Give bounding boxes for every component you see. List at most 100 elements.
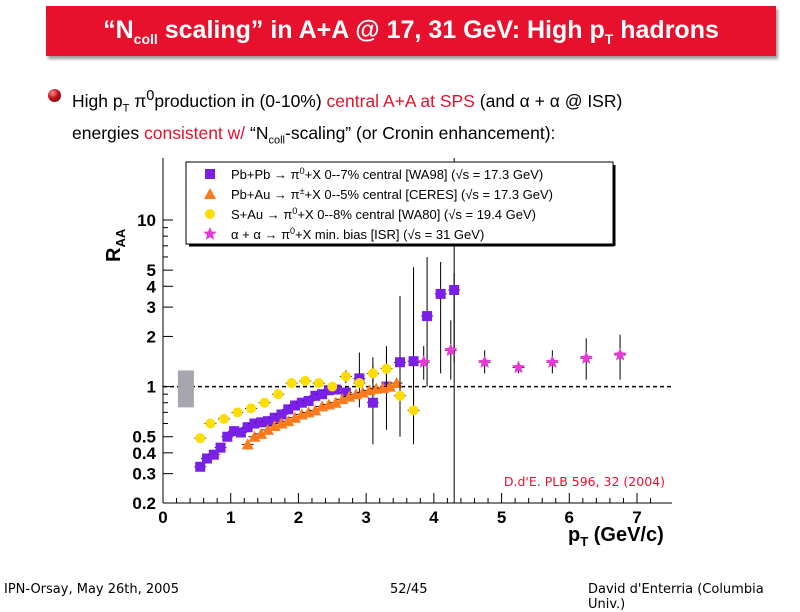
- x-tick-label: 6: [565, 508, 574, 527]
- y-tick-label: 2: [147, 327, 156, 346]
- data-point-triangle: [282, 415, 295, 427]
- x-tick-label: 0: [158, 508, 167, 527]
- data-point-triangle: [383, 380, 396, 392]
- data-point-circle: [354, 378, 365, 389]
- data-point-square: [395, 357, 405, 368]
- data-point-square: [296, 397, 307, 408]
- y-axis-label: RAA: [103, 228, 128, 262]
- data-point-square: [290, 400, 301, 411]
- data-point-circle: [273, 389, 284, 400]
- data-point-star: [613, 347, 627, 361]
- data-point-square: [256, 417, 267, 428]
- data-point-square: [283, 404, 294, 415]
- y-tick-label: 0.3: [132, 465, 156, 484]
- data-point-star: [511, 360, 526, 374]
- data-point-square: [340, 387, 351, 398]
- legend-entry: Pb+Pb → π0+X 0--7% central [WA98] (√s = …: [231, 166, 543, 182]
- data-point-square: [422, 311, 433, 322]
- data-point-square: [262, 416, 273, 427]
- slide-title: “Ncoll scaling” in A+A @ 17, 31 GeV: Hig…: [103, 15, 719, 47]
- y-tick-label: 0.4: [132, 444, 156, 463]
- data-point-square: [242, 422, 253, 433]
- data-point-square: [235, 427, 246, 438]
- y-tick-label: 5: [147, 261, 156, 280]
- highlight-consistent: consistent w/: [144, 123, 246, 144]
- x-tick-label: 1: [226, 508, 235, 527]
- x-tick-label: 3: [361, 508, 370, 527]
- x-tick-label: 4: [429, 508, 439, 527]
- data-point-circle: [218, 413, 229, 424]
- legend-marker-circle: [205, 209, 215, 219]
- x-tick-label: 7: [632, 508, 641, 527]
- legend-marker-star: [203, 227, 217, 240]
- data-point-square: [435, 288, 446, 299]
- data-point-square: [317, 389, 328, 400]
- y-tick-label: 4: [147, 277, 157, 296]
- data-point-circle: [246, 403, 257, 414]
- footer-venue: IPN-Orsay, May 26th, 2005: [4, 582, 179, 597]
- y-tick-label: 0.2: [132, 494, 156, 513]
- data-point-star: [478, 355, 492, 368]
- data-point-circle: [232, 407, 243, 418]
- y-tick-label: 0.5: [132, 428, 156, 447]
- x-tick-label: 2: [294, 508, 303, 527]
- data-point-circle: [381, 363, 392, 374]
- data-point-circle: [340, 371, 351, 382]
- data-point-star: [417, 355, 431, 368]
- chart-annotation: D.d'E. PLB 596, 32 (2004): [504, 474, 665, 489]
- y-tick-label: 1: [147, 378, 156, 397]
- legend-entry: S+Au → π0+X 0--8% central [WA80] (√s = 1…: [231, 206, 536, 222]
- data-point-square: [276, 409, 287, 420]
- data-point-square: [249, 418, 260, 429]
- data-point-square: [449, 284, 460, 295]
- highlight-central: central A+A at SPS: [326, 90, 475, 111]
- data-point-circle: [195, 433, 206, 444]
- data-point-triangle: [248, 430, 261, 442]
- data-point-triangle: [255, 427, 268, 439]
- data-point-square: [195, 461, 206, 472]
- data-point-triangle: [289, 411, 302, 423]
- data-point-square: [303, 395, 314, 406]
- bullet-text: High pT π0production in (0-10%) central …: [72, 88, 623, 147]
- x-axis-label: pT (GeV/c): [568, 524, 664, 549]
- systematic-band: [177, 370, 194, 408]
- data-point-square: [208, 449, 219, 460]
- legend-marker-triangle: [204, 188, 216, 199]
- data-point-triangle: [329, 396, 342, 408]
- data-point-square: [367, 397, 378, 408]
- data-point-circle: [313, 378, 324, 389]
- legend-marker-square: [205, 169, 215, 179]
- y-tick-label: 10: [137, 211, 156, 230]
- data-point-circle: [408, 405, 419, 416]
- legend-box: [185, 161, 614, 245]
- data-point-circle: [300, 376, 311, 387]
- data-point-square: [269, 412, 280, 423]
- data-point-triangle: [241, 438, 254, 450]
- data-point-square: [323, 385, 334, 396]
- title-bar: “Ncoll scaling” in A+A @ 17, 31 GeV: Hig…: [46, 6, 776, 56]
- data-point-circle: [395, 390, 405, 401]
- data-point-triangle: [261, 423, 274, 435]
- data-point-star: [545, 355, 559, 368]
- y-tick-label: 3: [147, 298, 156, 317]
- data-point-square: [408, 356, 419, 367]
- legend-entry: α + α → π0+X min. bias [ISR] (√s = 31 Ge…: [231, 226, 484, 242]
- data-point-star: [444, 343, 458, 356]
- bullet-icon: [48, 89, 61, 102]
- data-point-square: [222, 431, 233, 442]
- footer-author: David d'Enterria (Columbia Univ.): [588, 582, 764, 612]
- page-number: 52/45: [390, 582, 428, 597]
- data-point-circle: [327, 381, 338, 392]
- bullet-point: High pT π0production in (0-10%) central …: [48, 84, 768, 154]
- data-point-triangle: [390, 377, 403, 389]
- data-point-circle: [205, 418, 216, 429]
- x-tick-label: 5: [497, 508, 506, 527]
- data-point-square: [215, 442, 226, 453]
- data-point-circle: [367, 368, 378, 379]
- data-point-star: [579, 351, 593, 364]
- legend-entry: Pb+Au → π±+X 0--5% central [CERES] (√s =…: [231, 186, 553, 202]
- data-point-circle: [286, 378, 297, 389]
- data-point-square: [310, 390, 321, 401]
- data-point-square: [229, 426, 240, 437]
